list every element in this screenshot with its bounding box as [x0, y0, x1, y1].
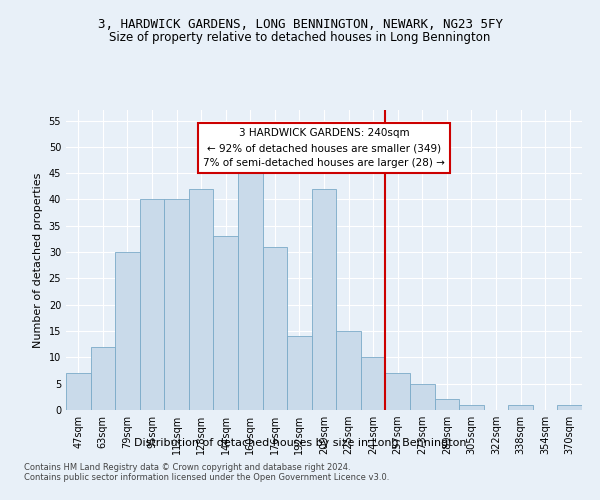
Bar	[287, 336, 312, 410]
Bar	[508, 404, 533, 410]
Bar	[189, 189, 214, 410]
Text: 3, HARDWICK GARDENS, LONG BENNINGTON, NEWARK, NG23 5FY: 3, HARDWICK GARDENS, LONG BENNINGTON, NE…	[97, 18, 503, 30]
Bar	[557, 404, 582, 410]
Bar	[434, 400, 459, 410]
Y-axis label: Number of detached properties: Number of detached properties	[33, 172, 43, 348]
Bar	[164, 200, 189, 410]
Text: Contains public sector information licensed under the Open Government Licence v3: Contains public sector information licen…	[24, 474, 389, 482]
Bar	[410, 384, 434, 410]
Bar	[336, 331, 361, 410]
Bar	[66, 373, 91, 410]
Bar	[238, 168, 263, 410]
Bar	[214, 236, 238, 410]
Bar	[312, 189, 336, 410]
Text: Contains HM Land Registry data © Crown copyright and database right 2024.: Contains HM Land Registry data © Crown c…	[24, 464, 350, 472]
Bar	[459, 404, 484, 410]
Bar	[385, 373, 410, 410]
Bar	[263, 247, 287, 410]
Bar	[91, 347, 115, 410]
Text: Size of property relative to detached houses in Long Bennington: Size of property relative to detached ho…	[109, 31, 491, 44]
Bar	[115, 252, 140, 410]
Text: 3 HARDWICK GARDENS: 240sqm
← 92% of detached houses are smaller (349)
7% of semi: 3 HARDWICK GARDENS: 240sqm ← 92% of deta…	[203, 128, 445, 168]
Text: Distribution of detached houses by size in Long Bennington: Distribution of detached houses by size …	[134, 438, 466, 448]
Bar	[140, 200, 164, 410]
Bar	[361, 358, 385, 410]
